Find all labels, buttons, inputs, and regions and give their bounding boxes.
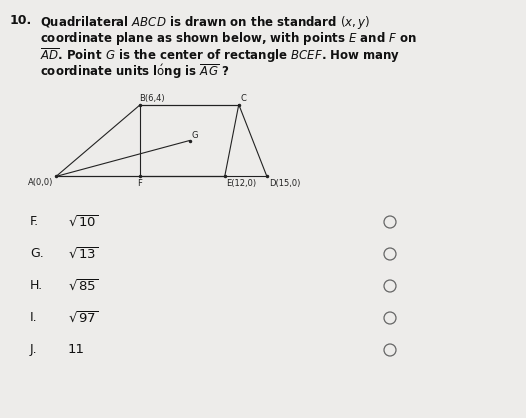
Text: coordinate units l$\acute{\rm o}$ng is $\overline{\mathit{AG}}$ ?: coordinate units l$\acute{\rm o}$ng is $… <box>40 62 229 81</box>
Text: E(12,0): E(12,0) <box>226 179 256 189</box>
Text: I.: I. <box>30 311 38 324</box>
Text: $\sqrt{10}$: $\sqrt{10}$ <box>68 215 98 230</box>
Text: D(15,0): D(15,0) <box>269 179 300 189</box>
Text: H.: H. <box>30 279 43 292</box>
Text: G: G <box>191 130 198 140</box>
Text: 11: 11 <box>68 343 85 356</box>
Text: J.: J. <box>30 343 38 356</box>
Text: $\sqrt{13}$: $\sqrt{13}$ <box>68 247 98 262</box>
Text: $\sqrt{85}$: $\sqrt{85}$ <box>68 279 98 294</box>
Text: G.: G. <box>30 247 44 260</box>
Text: 10.: 10. <box>10 14 32 27</box>
Text: F.: F. <box>30 215 39 228</box>
Text: A(0,0): A(0,0) <box>28 178 53 187</box>
Text: Quadrilateral $\mathit{ABCD}$ is drawn on the standard $\mathit{(x,y)}$: Quadrilateral $\mathit{ABCD}$ is drawn o… <box>40 14 370 31</box>
Text: B(6,4): B(6,4) <box>139 94 165 102</box>
Text: C: C <box>241 94 247 102</box>
Text: $\sqrt{97}$: $\sqrt{97}$ <box>68 311 98 326</box>
Text: coordinate plane as shown below, with points $\mathit{E}$ and $\mathit{F}$ on: coordinate plane as shown below, with po… <box>40 30 417 47</box>
Text: $\overline{\mathit{AD}}$. Point $\mathit{G}$ is the center of rectangle $\mathit: $\overline{\mathit{AD}}$. Point $\mathit… <box>40 46 400 65</box>
Text: F: F <box>137 179 142 189</box>
